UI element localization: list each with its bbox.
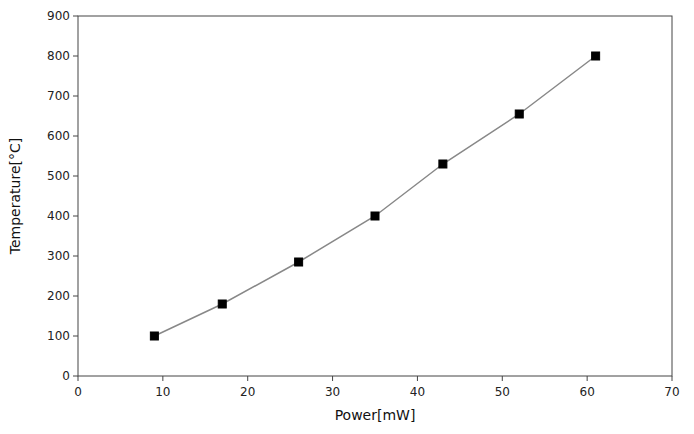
y-tick-label: 300 bbox=[47, 249, 70, 263]
y-tick bbox=[73, 16, 78, 17]
chart: 0102030405060700100200300400500600700800… bbox=[0, 0, 694, 434]
data-point bbox=[150, 332, 158, 340]
data-point bbox=[592, 52, 600, 60]
y-tick bbox=[73, 296, 78, 297]
x-tick bbox=[162, 376, 163, 381]
y-tick bbox=[73, 376, 78, 377]
plot-area bbox=[150, 52, 599, 340]
x-tick-label: 40 bbox=[410, 385, 425, 399]
y-tick-label: 500 bbox=[47, 169, 70, 183]
plot-frame bbox=[78, 16, 672, 376]
x-tick-label: 60 bbox=[580, 385, 595, 399]
y-tick bbox=[73, 96, 78, 97]
y-tick-label: 900 bbox=[47, 9, 70, 23]
data-point bbox=[371, 212, 379, 220]
data-point bbox=[515, 110, 523, 118]
x-tick bbox=[502, 376, 503, 381]
x-tick-label: 10 bbox=[155, 385, 170, 399]
y-tick bbox=[73, 56, 78, 57]
data-point bbox=[295, 258, 303, 266]
x-tick bbox=[587, 376, 588, 381]
x-tick bbox=[332, 376, 333, 381]
x-axis-label: Power[mW] bbox=[335, 407, 416, 423]
y-tick bbox=[73, 216, 78, 217]
y-tick-label: 700 bbox=[47, 89, 70, 103]
y-tick-label: 600 bbox=[47, 129, 70, 143]
y-tick-label: 800 bbox=[47, 49, 70, 63]
x-tick-label: 0 bbox=[74, 385, 82, 399]
data-line bbox=[154, 56, 595, 336]
y-tick-label: 0 bbox=[62, 369, 70, 383]
x-tick-label: 50 bbox=[495, 385, 510, 399]
x-tick bbox=[78, 376, 79, 381]
y-tick-label: 200 bbox=[47, 289, 70, 303]
x-tick-label: 70 bbox=[664, 385, 679, 399]
x-tick bbox=[672, 376, 673, 381]
y-tick bbox=[73, 176, 78, 177]
y-tick bbox=[73, 336, 78, 337]
y-axis-label: Temperature[°C] bbox=[7, 138, 23, 255]
x-tick-label: 20 bbox=[240, 385, 255, 399]
x-tick bbox=[417, 376, 418, 381]
y-tick bbox=[73, 136, 78, 137]
y-tick bbox=[73, 256, 78, 257]
data-point bbox=[439, 160, 447, 168]
data-point bbox=[218, 300, 226, 308]
axes: 0102030405060700100200300400500600700800… bbox=[47, 9, 680, 399]
y-tick-label: 400 bbox=[47, 209, 70, 223]
y-tick-label: 100 bbox=[47, 329, 70, 343]
x-tick bbox=[247, 376, 248, 381]
x-tick-label: 30 bbox=[325, 385, 340, 399]
